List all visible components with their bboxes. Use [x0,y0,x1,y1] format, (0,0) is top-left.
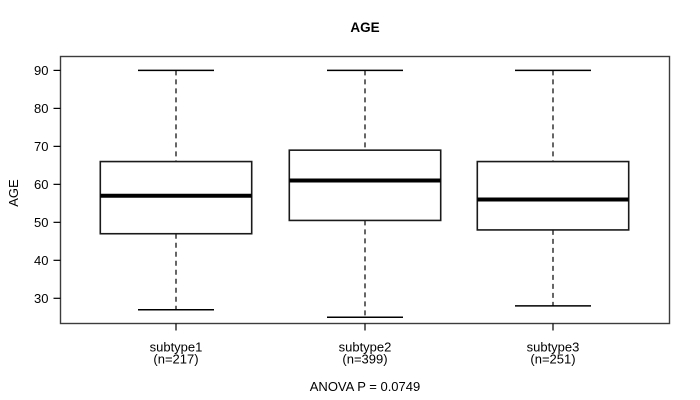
y-tick-label: 60 [34,177,48,192]
iqr-box-subtype2 [288,149,442,222]
iqr-box-subtype3 [476,160,630,231]
category-label-subtype3: subtype3 [527,340,580,355]
chart-title: AGE [350,20,380,35]
y-tick-label: 30 [34,291,48,306]
y-axis-title: AGE [6,179,21,207]
y-tick-label: 90 [34,63,48,78]
category-label-subtype1: subtype1 [150,340,203,355]
anova-p-note: ANOVA P = 0.0749 [309,379,421,394]
category-label-subtype2: subtype2 [339,340,392,355]
category-sublabel-subtype2: (n=399) [342,352,387,367]
category-sublabel-subtype3: (n=251) [530,352,575,367]
y-tick-label: 80 [34,101,48,116]
category-sublabel-subtype1: (n=217) [153,352,198,367]
y-tick-label: 40 [34,253,48,268]
y-tick-label: 70 [34,139,48,154]
y-tick-label: 50 [34,215,48,230]
